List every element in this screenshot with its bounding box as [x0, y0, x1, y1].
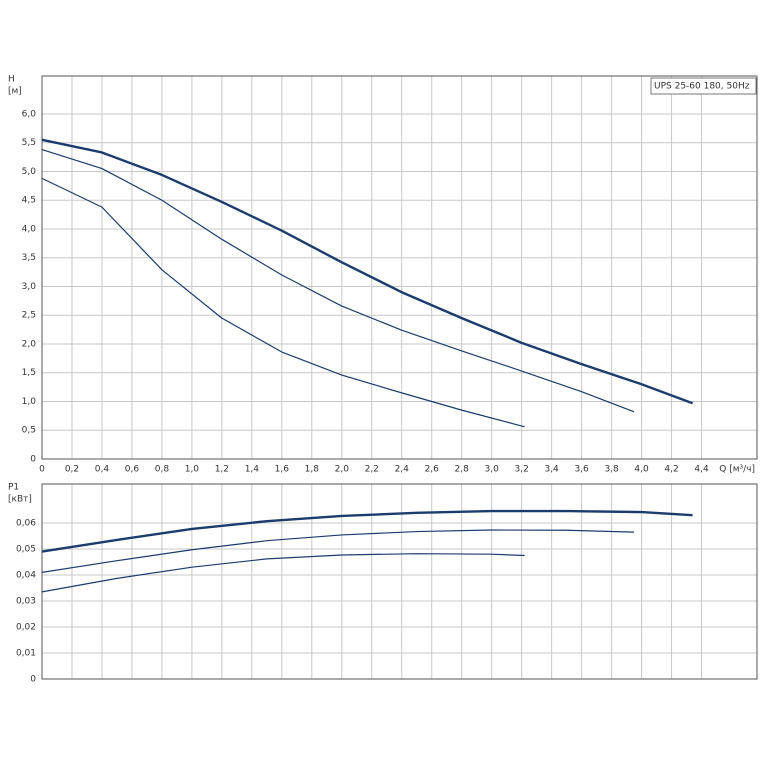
y-tick-label: 5,5 [22, 138, 36, 148]
x-tick-label: 3,2 [515, 465, 529, 475]
y-tick-label: 0,06 [16, 519, 36, 529]
x-tick-label: 3,4 [544, 465, 559, 475]
x-tick-label: 1,8 [305, 465, 320, 475]
curve [41, 509, 693, 553]
x-tick-label: 0 [39, 465, 45, 475]
y-tick-label: 0,02 [16, 623, 36, 633]
x-tick-label: 1,2 [215, 465, 229, 475]
x-axis-label: Q [м³/ч] [719, 465, 755, 475]
y-tick-label: 0,03 [16, 597, 36, 607]
y-tick-label: 5,0 [22, 167, 37, 177]
y-tick-label: 3,5 [22, 253, 36, 263]
y-tick-label: 4,5 [22, 196, 36, 206]
x-tick-label: 4,4 [694, 465, 709, 475]
y-axis-unit: [м] [8, 87, 22, 97]
x-tick-label: 0,6 [125, 465, 140, 475]
y-tick-label: 3,0 [22, 282, 37, 292]
plot-area [42, 484, 757, 679]
x-tick-label: 3,0 [485, 465, 500, 475]
x-tick-label: 3,6 [574, 465, 589, 475]
x-tick-label: 2,4 [395, 465, 410, 475]
plot-border [41, 483, 758, 680]
x-tick-label: 0,4 [95, 465, 110, 475]
y-tick-label: 1,0 [22, 397, 37, 407]
y-tick-label: 0,01 [16, 649, 36, 659]
x-tick-label: 4,2 [664, 465, 678, 475]
x-tick-label: 2,8 [455, 465, 470, 475]
y-axis-label: H [8, 75, 15, 85]
y-tick-label: 0 [30, 455, 36, 465]
plot-border [41, 75, 758, 460]
x-tick-label: 4,0 [634, 465, 649, 475]
annotation-box [650, 77, 757, 95]
annotation: UPS 25-60 180, 50Hz [654, 82, 750, 92]
x-tick-label: 3,8 [604, 465, 619, 475]
curve [41, 529, 635, 573]
curve [41, 553, 525, 593]
curve [41, 149, 635, 413]
x-tick-label: 0,8 [155, 465, 170, 475]
y-tick-label: 4,0 [22, 224, 37, 234]
plot-area [42, 76, 757, 459]
y-axis-label: P1 [8, 483, 19, 493]
x-tick-label: 1,4 [245, 465, 260, 475]
y-axis-unit: [кВт] [8, 495, 32, 505]
y-tick-label: 6,0 [22, 109, 37, 119]
y-tick-label: 0,04 [16, 571, 36, 581]
x-tick-label: 0,2 [65, 465, 79, 475]
y-tick-label: 0 [30, 675, 36, 685]
x-tick-label: 2,0 [335, 465, 350, 475]
y-tick-label: 2,5 [22, 311, 36, 321]
y-tick-label: 0,5 [22, 426, 36, 436]
y-tick-label: 1,5 [22, 368, 36, 378]
y-tick-label: 0,05 [16, 545, 36, 555]
curve [41, 177, 525, 428]
y-tick-label: 2,0 [22, 339, 37, 349]
x-tick-label: 2,2 [365, 465, 379, 475]
x-tick-label: 1,6 [275, 465, 290, 475]
x-tick-label: 2,6 [425, 465, 440, 475]
curve [41, 138, 693, 405]
x-tick-label: 1,0 [185, 465, 200, 475]
